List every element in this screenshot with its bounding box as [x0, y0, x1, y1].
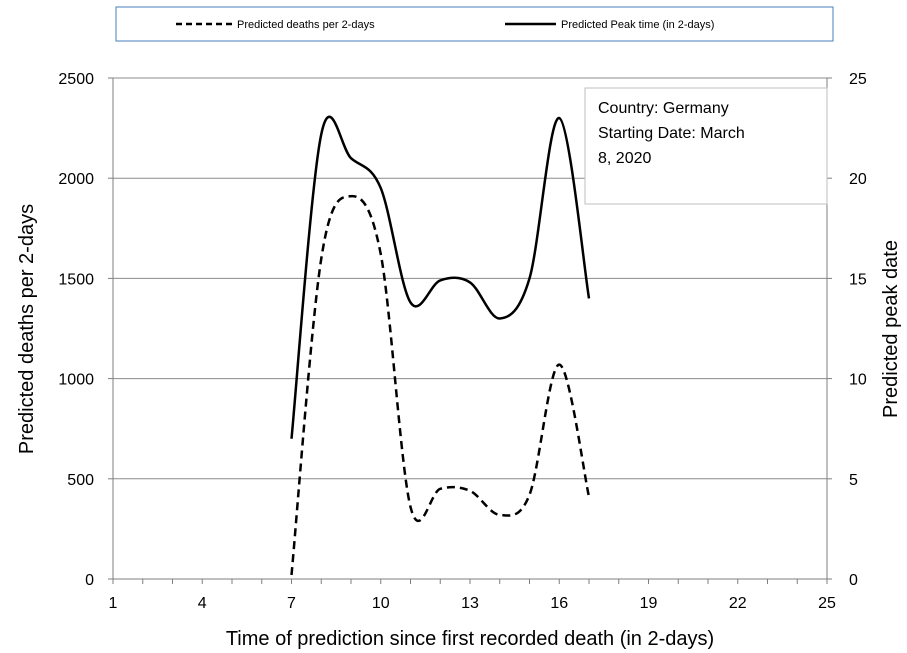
y2-tick-label: 25: [849, 71, 867, 88]
legend: Predicted deaths per 2-days Predicted Pe…: [115, 6, 834, 42]
y-tick-label: 0: [85, 572, 94, 589]
x-tick-label: 7: [287, 595, 296, 612]
y-tick-label: 2500: [58, 71, 94, 88]
annotation-box: Country: Germany Starting Date: March 8,…: [584, 87, 828, 205]
y2-tick-label: 15: [849, 271, 867, 288]
series-line-predicted-deaths: [290, 194, 591, 576]
series-line-peak-time: [290, 115, 591, 439]
y2-ticks: 0 5 10 15 20 25: [827, 71, 867, 589]
legend-label-deaths: Predicted deaths per 2-days: [237, 19, 375, 31]
x-tick-label: 16: [550, 595, 568, 612]
y-tick-label: 500: [67, 472, 94, 489]
x-tick-label: 10: [372, 595, 390, 612]
annotation-frame: [584, 87, 828, 205]
x-tick-label: 22: [729, 595, 747, 612]
y2-tick-label: 10: [849, 372, 867, 389]
annotation-line-1: Country: Germany: [598, 100, 729, 117]
y-axis-title: Predicted deaths per 2-days: [16, 204, 38, 454]
legend-label-peak: Predicted Peak time (in 2-days): [561, 19, 714, 31]
x-ticks: 1 4 7 10 13 16 19 22 25: [109, 579, 836, 612]
y-tick-label: 2000: [58, 171, 94, 188]
y2-tick-label: 20: [849, 171, 867, 188]
y-tick-label: 1000: [58, 372, 94, 389]
x-tick-label: 1: [109, 595, 118, 612]
y-tick-label: 1500: [58, 271, 94, 288]
annotation-line-3: 8, 2020: [598, 150, 651, 167]
x-tick-label: 19: [640, 595, 658, 612]
y2-tick-label: 0: [849, 572, 858, 589]
series-lines: [290, 115, 591, 576]
y2-axis-title: Predicted peak date: [880, 240, 902, 418]
x-tick-label: 13: [461, 595, 479, 612]
y2-tick-label: 5: [849, 472, 858, 489]
legend-box: [115, 6, 834, 42]
y-ticks: 0 500 1000 1500 2000 2500: [58, 71, 113, 589]
gridlines: [113, 77, 827, 480]
x-axis-title: Time of prediction since first recorded …: [226, 628, 714, 650]
annotation-line-2: Starting Date: March: [598, 125, 745, 142]
x-tick-label: 4: [198, 595, 207, 612]
x-tick-label: 25: [818, 595, 836, 612]
